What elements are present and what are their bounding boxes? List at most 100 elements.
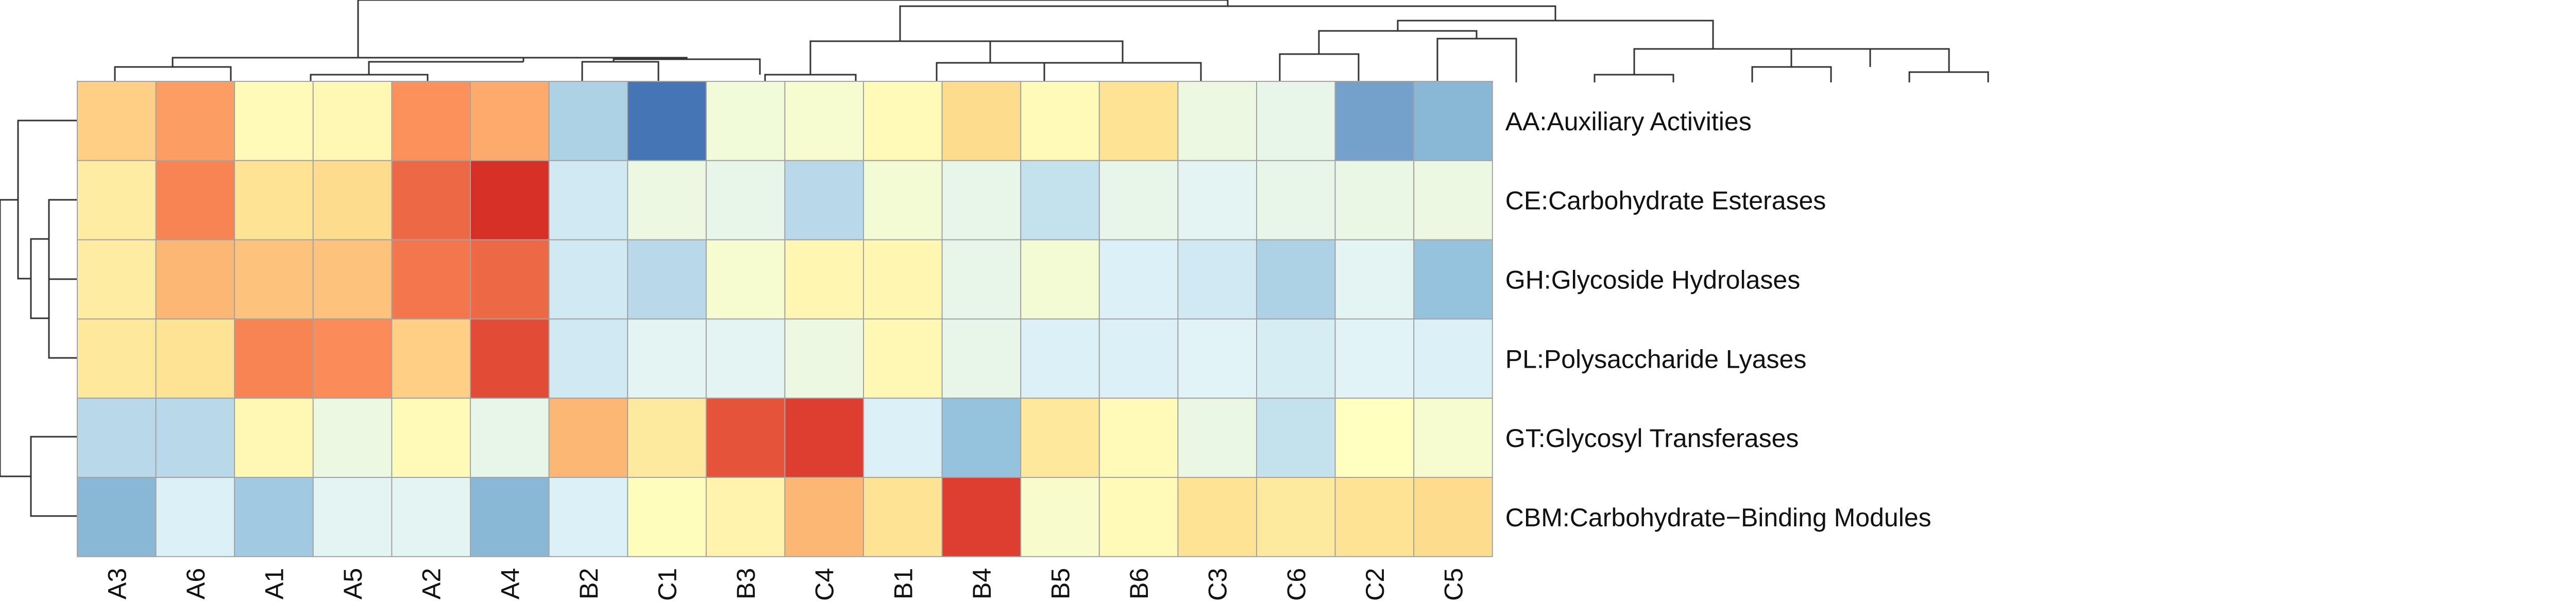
- heatmap-cell: [705, 239, 786, 320]
- heatmap-cell: [1256, 239, 1336, 320]
- heatmap-cell: [155, 318, 235, 399]
- heatmap-cell: [1020, 239, 1100, 320]
- heatmap-cell: [1256, 477, 1336, 557]
- heatmap-cell: [1098, 318, 1179, 399]
- heatmap-cell: [234, 160, 314, 241]
- heatmap-cell: [784, 398, 865, 478]
- heatmap-cell: [155, 239, 235, 320]
- row-labels: AA:Auxiliary Activities CE:Carbohydrate E…: [1505, 107, 1931, 532]
- column-label: C5: [1439, 568, 1468, 601]
- heatmap-cell: [77, 477, 157, 557]
- heatmap-cell: [1177, 398, 1257, 478]
- heatmap-cell: [77, 239, 157, 320]
- heatmap-cell: [941, 318, 1022, 399]
- column-label: A5: [338, 568, 367, 599]
- column-label: C1: [653, 568, 682, 601]
- heatmap-cell: [863, 81, 943, 161]
- heatmap-cell: [941, 160, 1022, 241]
- heatmap-cell: [548, 318, 629, 399]
- column-label: A6: [181, 568, 210, 599]
- heatmap-cell: [784, 318, 865, 399]
- heatmap-cell: [470, 81, 550, 161]
- heatmap-cell: [1020, 160, 1100, 241]
- heatmap-cell: [1177, 81, 1257, 161]
- heatmap-cell: [863, 239, 943, 320]
- heatmap-cell: [312, 318, 393, 399]
- heatmap-cell: [234, 81, 314, 161]
- heatmap-cell: [470, 477, 550, 557]
- heatmap-cell: [784, 239, 865, 320]
- heatmap-cell: [77, 318, 157, 399]
- heatmap-cell: [1334, 160, 1415, 241]
- heatmap-cell: [1020, 318, 1100, 399]
- heatmap-cell: [155, 398, 235, 478]
- column-label: A1: [260, 568, 289, 599]
- heatmap-cell: [705, 81, 786, 161]
- heatmap-cell: [941, 239, 1022, 320]
- heatmap-cell: [312, 398, 393, 478]
- heatmap-cell: [1334, 398, 1415, 478]
- heatmap-cell: [312, 477, 393, 557]
- heatmap-cell: [77, 160, 157, 241]
- heatmap-cell: [863, 398, 943, 478]
- heatmap-cell: [1098, 239, 1179, 320]
- heatmap-cell: [784, 160, 865, 241]
- heatmap-cell: [941, 398, 1022, 478]
- heatmap-cell: [470, 239, 550, 320]
- row-label: CE:Carbohydrate Esterases: [1505, 186, 1826, 215]
- column-label: B3: [732, 568, 760, 599]
- heatmap-cell: [1020, 398, 1100, 478]
- heatmap-cell: [1177, 239, 1257, 320]
- column-dendrogram-branches: [114, 0, 1989, 82]
- heatmap-cell: [1256, 398, 1336, 478]
- heatmap-cell: [627, 239, 707, 320]
- heatmap-cell: [1177, 477, 1257, 557]
- heatmap-cell: [391, 398, 471, 478]
- column-label: C2: [1361, 568, 1389, 601]
- row-dendrogram: [0, 119, 80, 517]
- heatmap-cell: [627, 160, 707, 241]
- heatmap-cell: [391, 477, 471, 557]
- heatmap-cell: [391, 81, 471, 161]
- heatmap-cell: [705, 318, 786, 399]
- heatmap-cell: [627, 81, 707, 161]
- heatmap-cell: [312, 81, 393, 161]
- heatmap-cell: [548, 398, 629, 478]
- column-label: A2: [417, 568, 446, 599]
- heatmap-cell: [1413, 398, 1493, 478]
- heatmap-cell: [1098, 81, 1179, 161]
- heatmap-cell: [1177, 160, 1257, 241]
- row-label: CBM:Carbohydrate−Binding Modules: [1505, 503, 1931, 532]
- heatmap-cell: [548, 160, 629, 241]
- column-labels: A3 A6 A1 A5 A2 A4 B2 C1 B3 C4 B1 B4 B5 B6 C3 C6 C2 C5: [103, 568, 1468, 601]
- heatmap-cell: [705, 398, 786, 478]
- column-label: A4: [496, 568, 524, 599]
- column-label: C6: [1282, 568, 1311, 601]
- column-label: C4: [810, 568, 839, 601]
- heatmap-cell: [1334, 81, 1415, 161]
- heatmap-cell: [548, 477, 629, 557]
- column-label: B1: [889, 568, 918, 599]
- heatmap-cells: [77, 81, 1493, 557]
- heatmap-cell: [1020, 81, 1100, 161]
- heatmap-cell: [1177, 318, 1257, 399]
- heatmap-cell: [784, 477, 865, 557]
- heatmap-cell: [705, 160, 786, 241]
- heatmap-cell: [155, 81, 235, 161]
- heatmap-cell: [470, 398, 550, 478]
- heatmap-cell: [391, 239, 471, 320]
- heatmap-cell: [1413, 239, 1493, 320]
- row-label: PL:Polysaccharide Lyases: [1505, 345, 1807, 373]
- row-dendrogram-branches: [0, 119, 80, 517]
- heatmap-cell: [312, 160, 393, 241]
- column-dendrogram: [114, 0, 1989, 82]
- heatmap-cell: [234, 318, 314, 399]
- row-label: GT:Glycosyl Transferases: [1505, 424, 1799, 453]
- heatmap-cell: [863, 160, 943, 241]
- heatmap-cell: [234, 398, 314, 478]
- heatmap-cell: [312, 239, 393, 320]
- heatmap-cell: [941, 477, 1022, 557]
- heatmap-cell: [1098, 160, 1179, 241]
- column-label: A3: [103, 568, 131, 599]
- heatmap-cell: [1334, 477, 1415, 557]
